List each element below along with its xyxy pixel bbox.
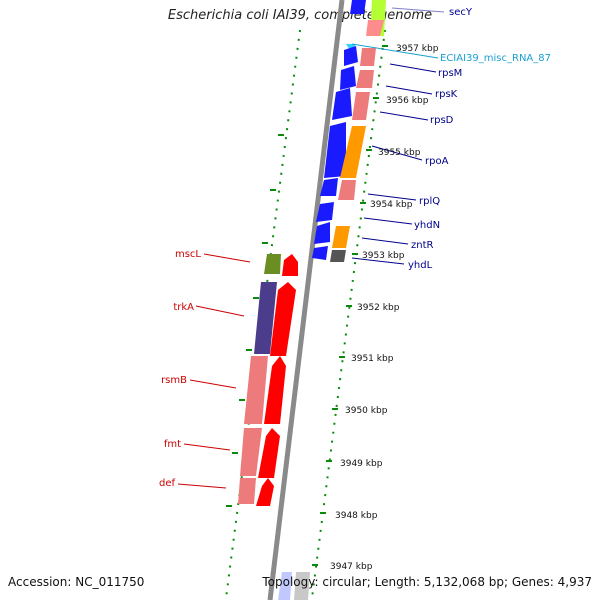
gene-mscL: [264, 254, 281, 274]
genome-backbone: [267, 0, 345, 600]
gene-label-def: def: [159, 478, 176, 489]
gene-label-secY: secY: [449, 7, 473, 18]
kbp-label: 3948 kbp: [335, 511, 378, 521]
kbp-label: 3954 kbp: [370, 200, 413, 210]
kbp-labels: 3957 kbp 3956 kbp 3955 kbp 3954 kbp 3953…: [330, 44, 439, 572]
gene-def: [238, 478, 256, 504]
right-tick-track: [311, 29, 386, 599]
kbp-label: 3953 kbp: [362, 251, 405, 261]
gene-secY-inner: [366, 20, 384, 36]
gene-zntR-inner: [332, 226, 350, 248]
gene-label-rpsM: rpsM: [438, 68, 462, 79]
left-gene-labels: mscL trkA rsmB fmt def: [159, 249, 201, 489]
kbp-label: 3947 kbp: [330, 562, 373, 572]
left-leader-lines: [177, 253, 251, 489]
gene-trkA-inner: [270, 282, 296, 356]
kbp-label: 3951 kbp: [351, 354, 394, 364]
gene-rpoA-inner: [340, 126, 366, 178]
gene-rsmB-inner: [264, 356, 286, 424]
gene-yhdL: [312, 246, 328, 260]
kbp-label: 3952 kbp: [357, 303, 400, 313]
gene-def-inner: [256, 478, 274, 506]
gene-bottom-outer: [278, 572, 292, 600]
gene-rpsM-inner: [360, 48, 376, 66]
gene-secY-outer: [350, 0, 366, 14]
gene-rpsD: [332, 88, 352, 120]
gene-label-zntR: zntR: [411, 240, 434, 251]
accession-text: Accession: NC_011750: [8, 575, 145, 589]
right-genes-inner: [294, 20, 384, 600]
gene-label-rpoA: rpoA: [425, 156, 449, 167]
left-ticks: [226, 134, 284, 507]
gene-rpoA: [324, 122, 346, 178]
right-leader-lines: [351, 7, 445, 265]
gene-label-rpsK: rpsK: [435, 89, 458, 100]
gene-yhdN: [316, 202, 334, 222]
right-gene-labels: secY ECIAI39_misc_RNA_87 rpsM rpsK rpsD …: [408, 7, 551, 271]
right-genes-outer: [278, 0, 386, 600]
gene-rpsK: [340, 66, 356, 90]
gene-label-rplQ: rplQ: [419, 196, 440, 207]
gene-yhdL-inner: [330, 250, 346, 262]
gene-label-misc-rna: ECIAI39_misc_RNA_87: [440, 53, 551, 64]
gene-fmt-inner: [258, 428, 280, 478]
gene-label-trkA: trkA: [173, 302, 194, 313]
kbp-label: 3955 kbp: [378, 148, 421, 158]
gene-rpsD-inner: [352, 92, 370, 120]
gene-bottom-inner: [294, 572, 310, 600]
gene-rplQ: [320, 178, 338, 196]
gene-label-yhdN: yhdN: [414, 220, 440, 231]
gene-label-fmt: fmt: [164, 439, 181, 450]
gene-rplQ-inner: [338, 180, 356, 200]
gene-label-mscL: mscL: [175, 249, 201, 260]
gene-label-yhdL: yhdL: [408, 260, 433, 271]
gene-fmt: [240, 428, 262, 476]
gene-zntR: [314, 222, 330, 244]
gene-rpsM: [344, 46, 358, 66]
right-ticks: [312, 45, 388, 566]
kbp-label: 3957 kbp: [396, 44, 439, 54]
gene-rsmB: [244, 356, 268, 424]
gene-rpsK-inner: [356, 70, 374, 88]
kbp-label: 3949 kbp: [340, 459, 383, 469]
gene-label-rpsD: rpsD: [430, 115, 454, 126]
topology-text: Topology: circular; Length: 5,132,068 bp…: [262, 575, 592, 589]
gene-mscL-inner: [282, 254, 298, 276]
left-genes: [238, 254, 298, 506]
gene-label-rsmB: rsmB: [161, 375, 187, 386]
kbp-label: 3950 kbp: [345, 406, 388, 416]
map-title: Escherichia coli IAI39, complete genome: [167, 8, 433, 23]
kbp-label: 3956 kbp: [386, 96, 429, 106]
gene-trkA: [254, 282, 277, 354]
